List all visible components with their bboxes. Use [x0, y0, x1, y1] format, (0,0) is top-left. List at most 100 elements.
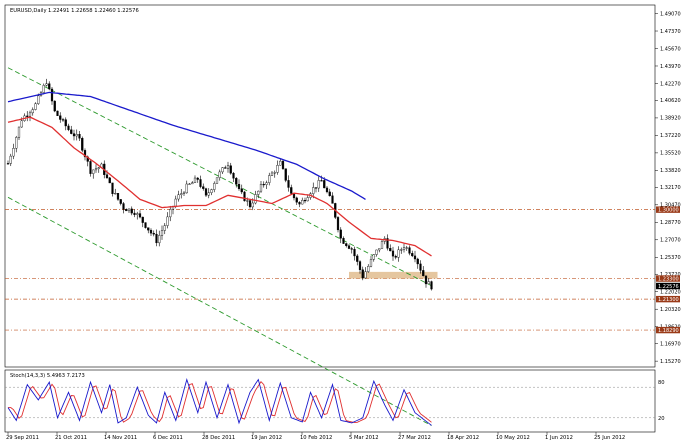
candle-body	[397, 249, 400, 258]
candle-body	[345, 243, 348, 246]
price-tick-label-6: 1.38920	[660, 116, 681, 122]
candle-body	[202, 186, 205, 189]
candle-body	[411, 253, 414, 257]
price-tick-label-2: 1.45670	[660, 46, 681, 52]
candle-body	[419, 263, 422, 271]
candle-body	[26, 115, 29, 117]
candle-body	[147, 227, 150, 231]
candle-body	[430, 281, 433, 290]
candle-body	[31, 109, 34, 114]
candle-body	[45, 83, 48, 86]
price-badge-label-4: 1.18290	[658, 328, 679, 334]
price-tick-label-13: 1.27070	[660, 238, 681, 244]
price-tick-label-7: 1.37220	[660, 133, 681, 139]
candle-body	[130, 208, 133, 214]
candle-body	[400, 249, 403, 251]
price-tick-label-19: 1.16970	[660, 341, 681, 347]
channel-line-0	[7, 67, 432, 287]
candle-body	[303, 199, 307, 202]
candle-body	[158, 235, 161, 244]
candle-body	[295, 197, 298, 203]
candle-body	[78, 134, 81, 139]
candle-body	[375, 249, 378, 255]
candle-body	[9, 155, 12, 164]
candle-body	[174, 198, 177, 207]
candle-body	[413, 255, 417, 260]
price-tick-label-0: 1.49070	[660, 11, 681, 17]
candle-body	[378, 248, 381, 251]
candle-body	[364, 271, 367, 279]
candle-body	[15, 137, 18, 149]
candle-body	[380, 241, 384, 249]
price-tick-label-16: 1.22020	[660, 290, 681, 296]
candle-body	[83, 150, 87, 158]
time-tick-label-11: 1 Jun 2012	[545, 435, 573, 441]
candle-body	[105, 174, 109, 179]
price-tick-label-14: 1.25370	[660, 255, 681, 261]
candle-body	[257, 190, 260, 195]
time-tick-label-9: 18 Apr 2012	[447, 435, 479, 441]
candle-body	[367, 266, 370, 272]
candle-body	[155, 233, 158, 244]
candle-body	[389, 248, 392, 252]
candle-body	[116, 193, 120, 200]
candle-body	[279, 160, 282, 166]
candle-body	[204, 188, 208, 196]
candle-body	[268, 175, 271, 183]
candle-body	[152, 232, 155, 235]
candle-body	[67, 125, 70, 130]
candle-body	[221, 167, 224, 173]
candle-body	[61, 119, 65, 121]
candle-body	[149, 229, 153, 234]
candle-body	[75, 134, 78, 137]
candle-body	[182, 192, 186, 194]
price-tick-label-11: 1.30470	[660, 203, 681, 209]
candle-body	[207, 192, 210, 196]
candle-body	[199, 179, 202, 187]
candle-body	[59, 115, 62, 120]
time-tick-label-7: 5 Mar 2012	[349, 435, 379, 441]
candle-body	[133, 212, 136, 215]
candle-body	[287, 180, 290, 188]
candle-body	[342, 238, 345, 244]
candle-body	[34, 103, 37, 110]
support-zone-rect	[349, 271, 438, 279]
time-tick-label-6: 10 Feb 2012	[300, 435, 332, 441]
indicator-frame	[4, 369, 656, 433]
candle-body	[136, 213, 139, 215]
candle-body	[290, 187, 293, 194]
candle-body	[213, 183, 216, 190]
candle-body	[111, 182, 114, 194]
price-badge-2	[656, 282, 680, 290]
time-tick-label-12: 25 Jun 2012	[594, 435, 625, 441]
stochastic-indicator	[5, 378, 655, 426]
candle-body	[402, 247, 406, 250]
candle-body	[237, 184, 241, 189]
candle-body	[372, 254, 375, 260]
candle-body	[424, 275, 428, 285]
candle-body	[298, 202, 301, 205]
price-tick-label-17: 1.20320	[660, 307, 681, 313]
candle-body	[218, 171, 221, 178]
candle-body	[232, 173, 235, 179]
stoch-signal-line	[8, 380, 432, 424]
candle-body	[141, 216, 144, 223]
time-tick-label-8: 27 Mar 2012	[398, 435, 431, 441]
candle-body	[56, 110, 59, 116]
price-badge-1	[656, 275, 680, 282]
candle-body	[97, 167, 100, 169]
price-badge-label-3: 1.21300	[658, 297, 679, 303]
candle-body	[314, 187, 318, 189]
price-tick-label-20: 1.15270	[660, 359, 681, 365]
time-tick-label-2: 14 Nov 2011	[104, 435, 137, 441]
candle-body	[210, 189, 213, 193]
price-tick-label-15: 1.23720	[660, 272, 681, 278]
candle-body	[188, 183, 191, 185]
chart-header: EURUSD,Daily	[10, 8, 47, 14]
candle-body	[191, 182, 194, 185]
candle-body	[89, 161, 92, 174]
stoch-level-80-label: 80	[658, 380, 665, 386]
main-chart-frame	[4, 4, 656, 368]
